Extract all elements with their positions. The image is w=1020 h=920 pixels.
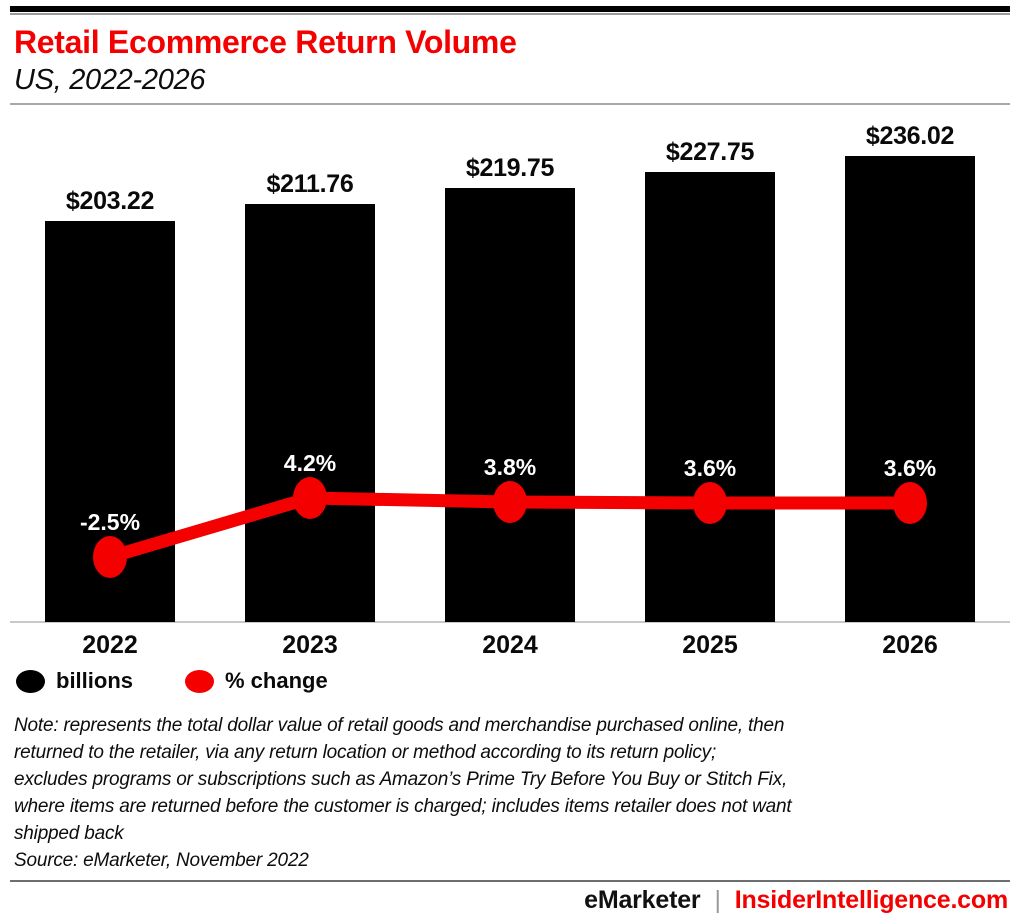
x-axis-line (10, 621, 1010, 623)
legend-label-billions: billions (56, 668, 133, 693)
source-text: Source: eMarketer, November 2022 (14, 850, 309, 871)
bar-2025 (645, 172, 775, 622)
bar-2024 (445, 188, 575, 622)
bar-value-label-2024: $219.75 (465, 154, 555, 182)
pct-label-2025: 3.6% (683, 455, 737, 481)
bar-2023 (245, 204, 375, 622)
legend-item-billions: billions (16, 668, 133, 694)
brand-top-bar (10, 6, 1010, 12)
footer-site-link[interactable]: InsiderIntelligence.com (734, 886, 1008, 914)
note-text: Note: represents the total dollar value … (14, 715, 792, 844)
billions-dot-icon (16, 669, 45, 693)
pct-label-2022: -2.5% (79, 509, 141, 535)
legend: billions % change (16, 668, 328, 694)
pct-label-2023: 4.2% (283, 450, 337, 476)
chart-title: Retail Ecommerce Return Volume (14, 24, 517, 60)
bar-value-label-2025: $227.75 (665, 138, 755, 166)
x-axis-label-2023: 2023 (282, 631, 338, 659)
footer: eMarketer | InsiderIntelligence.com (584, 886, 1008, 915)
data-point-2024 (493, 481, 527, 523)
header-divider (10, 103, 1010, 105)
data-point-2026 (893, 482, 927, 524)
bar-value-label-2022: $203.22 (65, 187, 155, 215)
footer-divider (10, 880, 1010, 882)
legend-item-pct-change: % change (185, 668, 328, 694)
chart-subtitle: US, 2022-2026 (14, 64, 206, 96)
x-axis-label-2024: 2024 (482, 631, 538, 659)
data-point-2023 (293, 477, 327, 519)
footer-separator: | (714, 886, 721, 914)
data-point-2025 (693, 482, 727, 524)
bar-value-label-2026: $236.02 (865, 122, 955, 150)
pct-label-2026: 3.6% (883, 455, 937, 481)
pct-change-dot-icon (185, 669, 214, 693)
bar-value-label-2023: $211.76 (266, 170, 354, 198)
x-axis-label-2026: 2026 (882, 631, 938, 659)
brand-top-bar-underline (10, 13, 1010, 15)
x-axis-label-2025: 2025 (682, 631, 738, 659)
bar-2026 (845, 156, 975, 622)
footer-brand: eMarketer (584, 886, 701, 914)
legend-label-pct-change: % change (225, 668, 328, 693)
pct-label-2024: 3.8% (483, 454, 537, 480)
note-and-source: Note: represents the total dollar value … (14, 712, 1006, 874)
data-point-2022 (93, 536, 127, 578)
x-axis-label-2022: 2022 (82, 631, 138, 659)
